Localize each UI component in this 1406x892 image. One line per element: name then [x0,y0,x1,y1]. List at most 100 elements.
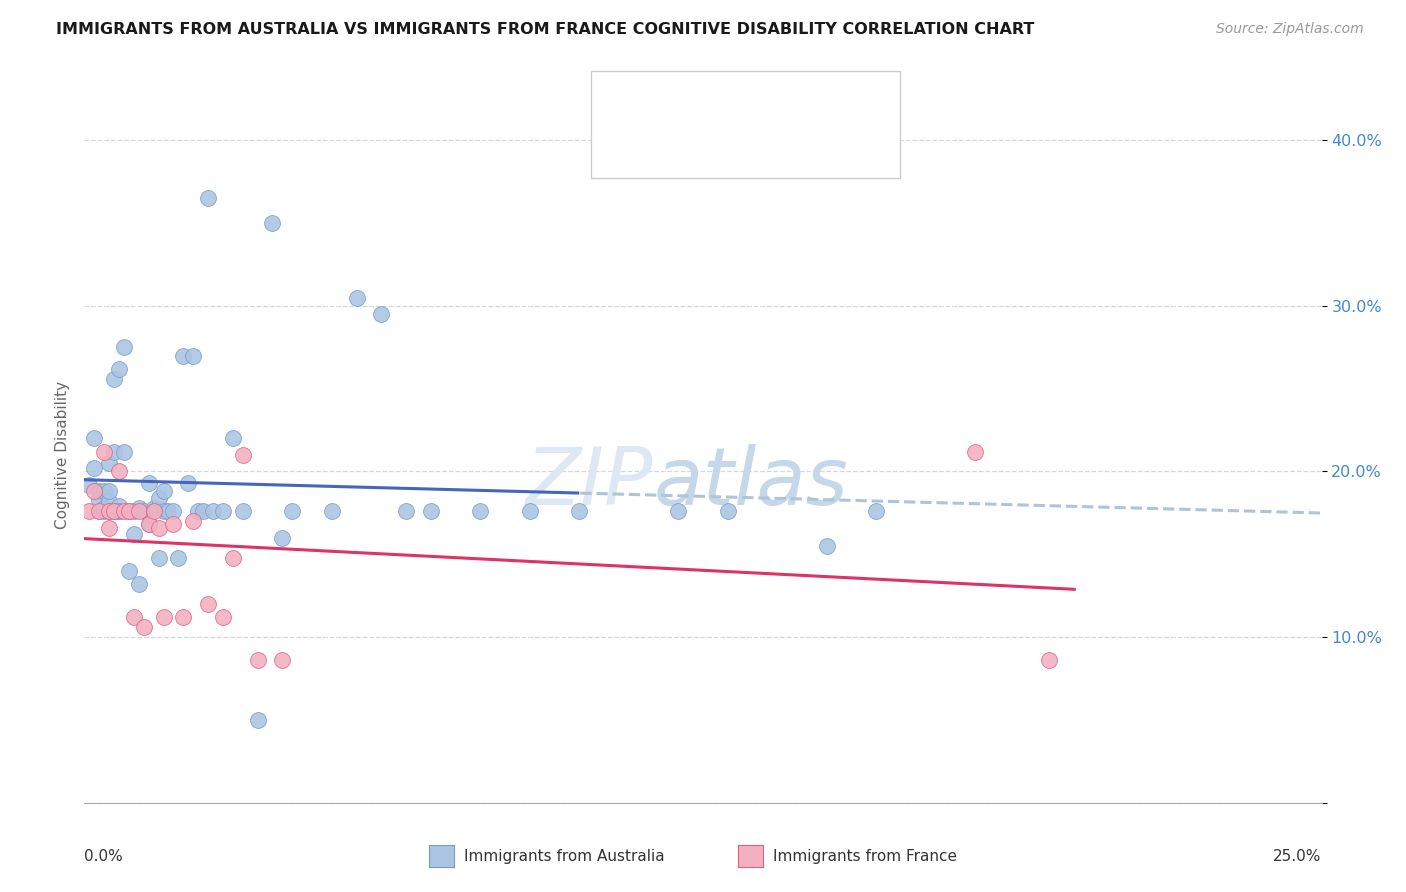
Text: R =  -0.059    N = 65: R = -0.059 N = 65 [640,95,807,111]
Text: Source: ZipAtlas.com: Source: ZipAtlas.com [1216,22,1364,37]
Point [148,550,170,565]
Point [281,504,304,518]
Point [108,504,131,518]
Point [89,504,111,518]
Point [197,597,219,611]
Point [122,527,145,541]
Point [162,517,184,532]
Point [132,620,155,634]
Point [89,504,111,518]
Point [172,349,194,363]
Point [395,504,418,518]
Point [181,514,204,528]
Point [83,431,105,445]
Point [79,477,101,491]
Point [162,504,184,518]
Point [222,431,245,445]
Point [79,504,101,518]
Point [128,504,150,518]
Point [112,504,135,518]
Point [232,448,254,462]
Point [232,504,254,518]
Point [83,484,105,499]
Point [98,521,121,535]
Point [138,517,160,532]
Point [148,491,170,505]
Point [346,291,368,305]
Point [470,504,492,518]
Point [118,564,141,578]
Text: Immigrants from Australia: Immigrants from Australia [464,849,665,863]
Point [865,504,887,518]
Point [103,372,125,386]
Point [1038,653,1060,667]
Point [666,504,689,518]
Point [148,521,170,535]
Point [89,484,111,499]
Text: 0.0%: 0.0% [84,849,124,864]
Point [262,216,284,230]
Point [202,504,225,518]
Point [98,504,121,518]
Point [370,307,392,321]
Point [142,500,165,515]
Point [815,539,838,553]
Point [246,713,269,727]
Point [118,504,141,518]
Text: ZIP: ZIP [526,443,654,522]
Point [138,517,160,532]
Point [93,500,115,515]
Point [93,504,115,518]
Point [98,484,121,499]
Text: atlas: atlas [654,443,848,522]
Point [93,484,115,499]
Point [246,653,269,667]
Point [271,531,294,545]
Point [197,191,219,205]
Point [212,610,235,624]
Point [172,610,194,624]
Point [118,504,141,518]
Point [965,444,987,458]
Point [89,492,111,507]
Point [152,504,174,518]
Point [152,610,174,624]
Point [112,444,135,458]
Point [132,504,155,518]
Point [271,653,294,667]
Point [142,504,165,518]
Point [191,504,214,518]
Point [187,504,209,518]
Point [122,504,145,518]
Point [519,504,541,518]
Point [98,456,121,470]
Point [98,494,121,508]
Point [181,349,204,363]
Text: IMMIGRANTS FROM AUSTRALIA VS IMMIGRANTS FROM FRANCE COGNITIVE DISABILITY CORRELA: IMMIGRANTS FROM AUSTRALIA VS IMMIGRANTS … [56,22,1035,37]
Point [108,500,131,514]
Point [108,504,131,518]
Point [152,484,174,499]
Text: R =  -0.321    N = 28: R = -0.321 N = 28 [640,137,808,153]
Text: Immigrants from France: Immigrants from France [773,849,957,863]
Point [103,504,125,518]
Point [167,550,190,565]
Point [103,504,125,518]
Point [98,504,121,518]
Point [568,504,591,518]
Point [108,465,131,479]
Point [717,504,740,518]
Point [321,504,343,518]
Point [108,361,131,376]
Point [103,444,125,458]
Point [222,550,245,565]
Point [93,444,115,458]
Point [83,461,105,475]
Point [138,476,160,491]
Y-axis label: Cognitive Disability: Cognitive Disability [55,381,70,529]
Point [212,504,235,518]
Text: 25.0%: 25.0% [1274,849,1322,864]
Point [112,340,135,354]
Point [419,504,441,518]
Point [128,577,150,591]
